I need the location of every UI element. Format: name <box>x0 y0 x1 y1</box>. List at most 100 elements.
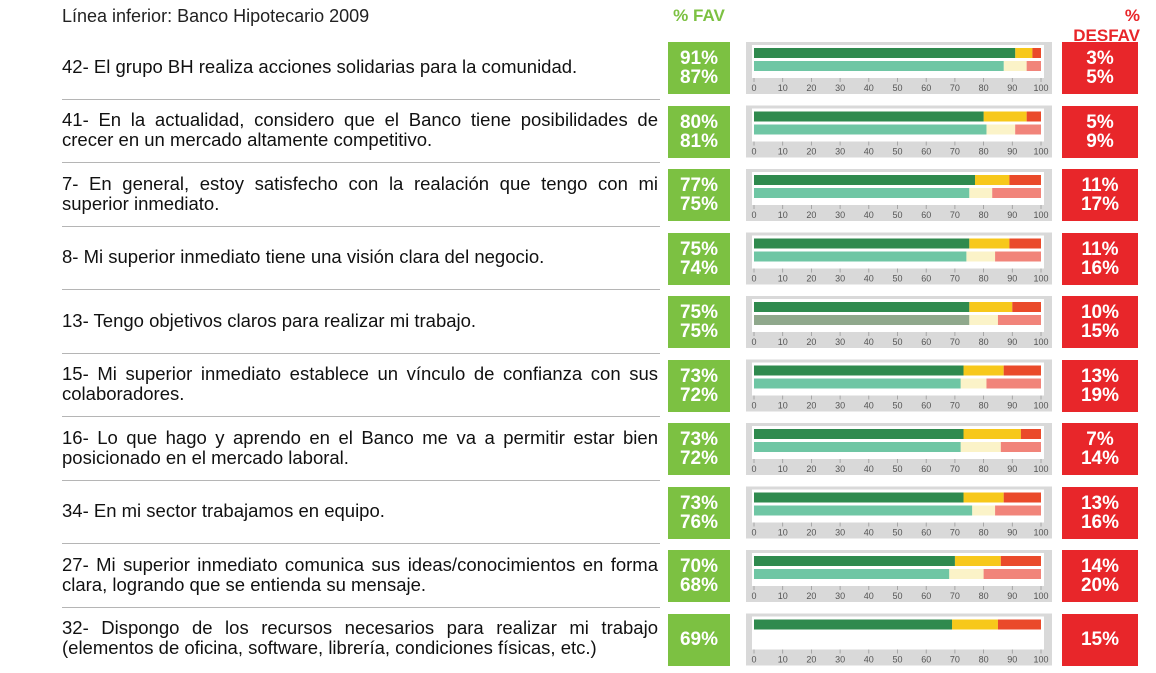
fav-box: 75% 75% <box>668 296 730 348</box>
x-tick-label: 70 <box>950 83 960 93</box>
x-tick-label: 70 <box>950 210 960 220</box>
neutral-segment <box>974 175 1010 185</box>
x-tick-label: 100 <box>1033 655 1048 665</box>
row-label: 27- Mi superior inmediato comunica sus i… <box>62 553 658 595</box>
x-tick-label: 50 <box>892 528 902 538</box>
neutral-segment <box>1003 61 1027 71</box>
x-tick-label: 20 <box>806 83 816 93</box>
fav-header: % FAV <box>673 6 725 25</box>
x-tick-label: 10 <box>778 337 788 347</box>
fav-label: 77% <box>679 175 719 196</box>
x-tick-label: 20 <box>806 655 816 665</box>
x-tick-label: 20 <box>806 147 816 157</box>
desfav-label: 16% <box>1080 257 1120 279</box>
x-tick-label: 20 <box>806 337 816 347</box>
desfav-segment <box>986 378 1041 389</box>
x-tick-label: 20 <box>806 401 816 411</box>
x-tick-label: 40 <box>864 210 874 220</box>
row-label: 34- En mi sector trabajamos en equipo. <box>62 500 385 522</box>
x-tick-label: 80 <box>979 210 989 220</box>
x-tick-label: 70 <box>950 591 960 601</box>
fav-box: 75% 74% <box>668 232 730 285</box>
fav-segment <box>754 175 975 185</box>
row-label: 16- Lo que hago y aprendo en el Banco me… <box>62 426 658 468</box>
fav-segment <box>754 505 973 516</box>
x-tick-label: 20 <box>806 591 816 601</box>
desfav-box: 10% 15% <box>1062 296 1138 348</box>
x-tick-label: 100 <box>1033 401 1048 411</box>
row-label: 8- Mi superior inmediato tiene una visió… <box>62 246 545 268</box>
fav-label: 75% <box>679 238 719 260</box>
fav-segment <box>754 61 1004 71</box>
desfav-label: 5% <box>1086 67 1114 88</box>
x-tick-label: 60 <box>921 591 931 601</box>
x-tick-label: 60 <box>921 147 931 157</box>
desfav-segment <box>1026 61 1041 71</box>
x-tick-label: 60 <box>921 210 931 220</box>
desfav-box: 5% 9% <box>1062 105 1138 158</box>
neutral-segment <box>963 429 1021 439</box>
fav-segment <box>754 315 970 325</box>
x-tick-label: 100 <box>1033 464 1048 474</box>
desfav-segment <box>1020 429 1041 439</box>
x-tick-label: 90 <box>1007 274 1017 284</box>
x-tick-label: 70 <box>950 528 960 538</box>
row-separator <box>62 225 660 227</box>
desfav-box: 14% 20% <box>1062 550 1138 602</box>
fav-segment <box>754 378 961 389</box>
row-separator <box>62 352 660 354</box>
x-tick-label: 80 <box>979 591 989 601</box>
x-tick-label: 90 <box>1007 591 1017 601</box>
neutral-segment <box>969 238 1010 249</box>
desfav-box: 11% 16% <box>1062 232 1138 285</box>
x-tick-label: 40 <box>864 528 874 538</box>
desfav-label: 16% <box>1080 511 1120 533</box>
neutral-segment <box>949 569 984 579</box>
desfav-box: 3% 5% <box>1062 42 1138 94</box>
x-tick-label: 60 <box>921 337 931 347</box>
fav-label: 70% <box>679 556 719 577</box>
fav-segment <box>754 442 961 452</box>
fav-box: 73% 76% <box>668 486 730 539</box>
x-tick-label: 10 <box>778 528 788 538</box>
x-tick-label: 60 <box>921 655 931 665</box>
desfav-header: % DESFAV <box>1073 6 1140 45</box>
fav-segment <box>754 619 953 630</box>
desfav-label: 19% <box>1080 384 1120 406</box>
x-tick-label: 60 <box>921 83 931 93</box>
x-tick-label: 50 <box>892 337 902 347</box>
neutral-segment <box>972 505 996 516</box>
x-tick-label: 50 <box>892 655 902 665</box>
desfav-label: 3% <box>1086 48 1114 69</box>
desfav-label: 11% <box>1081 175 1119 196</box>
desfav-label: 20% <box>1080 575 1120 596</box>
x-tick-label: 0 <box>751 83 756 93</box>
fav-segment <box>754 556 955 566</box>
x-tick-label: 0 <box>751 147 756 157</box>
x-tick-label: 0 <box>751 464 756 474</box>
row-separator <box>62 416 660 417</box>
x-tick-label: 90 <box>1007 83 1017 93</box>
x-tick-label: 70 <box>950 655 960 665</box>
fav-label: 76% <box>679 511 719 533</box>
fav-segment <box>754 492 964 503</box>
x-tick-label: 40 <box>864 464 874 474</box>
x-tick-label: 80 <box>979 464 989 474</box>
desfav-box: 7% 14% <box>1062 423 1138 475</box>
fav-label: 87% <box>679 67 719 88</box>
row-label: 7- En general, estoy satisfecho con la r… <box>62 172 658 214</box>
x-tick-label: 30 <box>835 210 845 220</box>
desfav-segment <box>1003 365 1041 376</box>
x-tick-label: 80 <box>979 147 989 157</box>
desfav-label: 9% <box>1086 130 1114 152</box>
x-tick-label: 10 <box>778 401 788 411</box>
neutral-segment <box>966 251 996 262</box>
fav-box: 73% 72% <box>668 359 730 412</box>
desfav-label: 14% <box>1080 448 1120 469</box>
x-tick-label: 90 <box>1007 464 1017 474</box>
x-tick-label: 10 <box>778 147 788 157</box>
x-tick-label: 10 <box>778 464 788 474</box>
x-tick-label: 30 <box>835 464 845 474</box>
fav-label: 81% <box>679 130 719 152</box>
fav-label: 73% <box>679 429 719 450</box>
